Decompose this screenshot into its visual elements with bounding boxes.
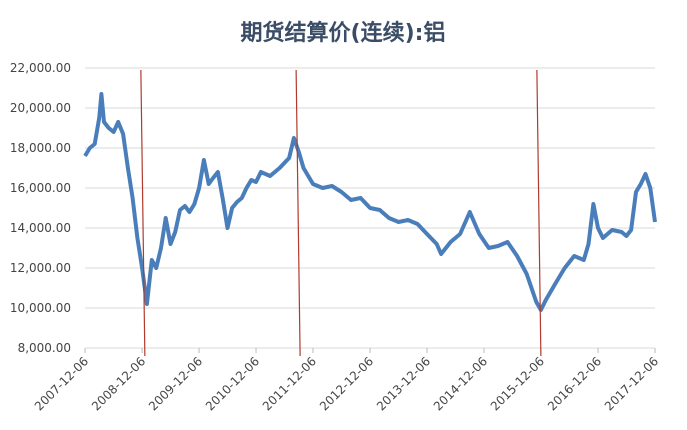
x-tick-label: 2009-12-06 [146,354,205,413]
x-tick-label: 2010-12-06 [203,354,262,413]
y-tick-label: 10,000.00 [10,301,71,315]
x-tick-label: 2008-12-06 [89,354,148,413]
y-tick-label: 22,000.00 [10,61,71,75]
y-tick-label: 8,000.00 [18,341,71,355]
x-tick-label: 2016-12-06 [545,354,604,413]
y-tick-label: 14,000.00 [10,221,71,235]
marker-line [295,69,301,357]
y-tick-label: 12,000.00 [10,261,71,275]
x-tick-label: 2015-12-06 [488,354,547,413]
chart-title: 期货结算价(连续):铝 [241,20,446,46]
x-tick-label: 2011-12-06 [260,354,319,413]
y-tick-label: 20,000.00 [10,101,71,115]
marker-line [140,69,146,357]
marker-line [536,69,542,357]
x-tick-label: 2017-12-06 [602,354,661,413]
x-tick-label: 2012-12-06 [317,354,376,413]
x-tick-label: 2007-12-06 [32,354,91,413]
x-tick-label: 2014-12-06 [431,354,490,413]
x-tick-label: 2013-12-06 [374,354,433,413]
series-line [83,92,657,312]
y-tick-label: 18,000.00 [10,141,71,155]
y-tick-label: 16,000.00 [10,181,71,195]
